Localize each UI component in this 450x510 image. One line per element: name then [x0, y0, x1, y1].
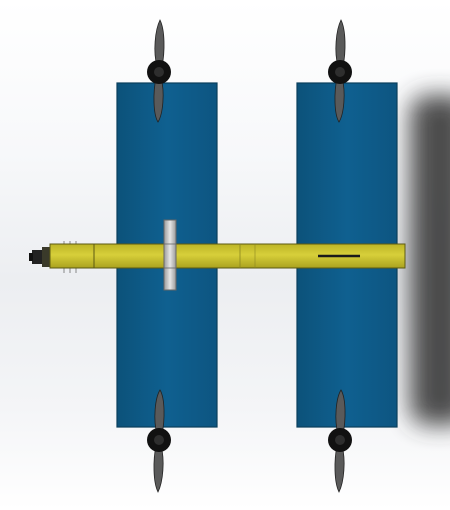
propeller-top-right[interactable]: [328, 19, 352, 123]
drop-shadow: [410, 95, 450, 425]
main-boom[interactable]: [49, 243, 406, 269]
boom-clamp[interactable]: [163, 219, 177, 291]
propeller-bottom-right[interactable]: [328, 389, 352, 493]
propeller-bottom-left[interactable]: [147, 389, 171, 493]
propeller-top-left[interactable]: [147, 19, 171, 123]
